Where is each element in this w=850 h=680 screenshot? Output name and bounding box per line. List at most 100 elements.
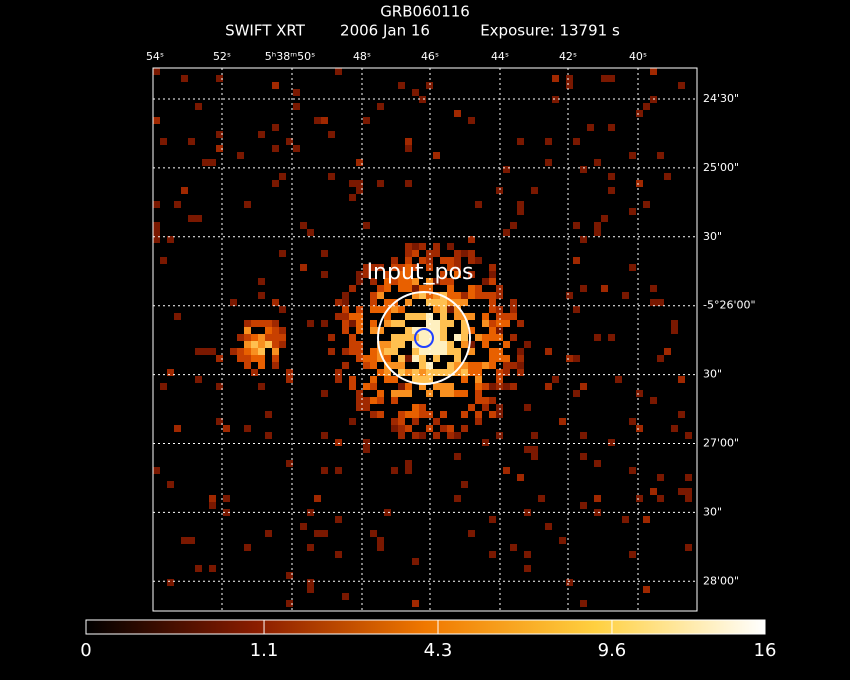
pixel <box>636 495 643 502</box>
pixel <box>412 376 419 383</box>
pixel <box>391 348 398 355</box>
pixel <box>482 278 489 285</box>
pixel <box>419 362 426 369</box>
pixel <box>643 103 650 110</box>
pixel <box>335 313 342 320</box>
pixel <box>398 425 405 432</box>
pixel <box>517 362 524 369</box>
pixel <box>398 334 405 341</box>
pixel <box>461 369 468 376</box>
pixel <box>461 327 468 334</box>
pixel <box>433 250 440 257</box>
pixel <box>636 390 643 397</box>
dec-label: 30" <box>703 368 722 381</box>
pixel <box>454 250 461 257</box>
pixel <box>342 593 349 600</box>
annotation: Input_pos <box>367 260 474 285</box>
pixel <box>454 299 461 306</box>
pixel <box>461 334 468 341</box>
pixel <box>251 355 258 362</box>
pixel <box>650 285 657 292</box>
colorbar-label: 16 <box>754 640 777 661</box>
pixel <box>195 215 202 222</box>
pixel <box>405 355 412 362</box>
pixel <box>342 327 349 334</box>
pixel <box>461 481 468 488</box>
pixel <box>377 264 384 271</box>
pixel <box>412 264 419 271</box>
pixel <box>503 313 510 320</box>
pixel <box>440 411 447 418</box>
pixel <box>510 313 517 320</box>
pixel <box>349 376 356 383</box>
pixel <box>489 411 496 418</box>
pixel <box>419 334 426 341</box>
pixel <box>447 320 454 327</box>
pixel <box>342 320 349 327</box>
pixel <box>475 292 482 299</box>
pixel <box>412 418 419 425</box>
pixel <box>321 390 328 397</box>
pixel <box>307 509 314 516</box>
pixel <box>461 376 468 383</box>
pixel <box>433 327 440 334</box>
pixel <box>454 432 461 439</box>
dec-label: 28'00" <box>703 574 739 587</box>
pixel <box>244 362 251 369</box>
pixel <box>265 432 272 439</box>
pixel <box>608 187 615 194</box>
pixel <box>419 292 426 299</box>
pixel <box>237 348 244 355</box>
pixel <box>419 341 426 348</box>
pixel <box>370 306 377 313</box>
pixel <box>615 376 622 383</box>
pixel <box>370 264 377 271</box>
pixel <box>503 320 510 327</box>
pixel <box>475 376 482 383</box>
pixel <box>370 355 377 362</box>
pixel <box>454 313 461 320</box>
pixel <box>342 306 349 313</box>
pixel <box>671 425 678 432</box>
pixel <box>258 341 265 348</box>
pixel <box>524 341 531 348</box>
pixel <box>391 425 398 432</box>
pixel <box>244 341 251 348</box>
pixel <box>482 362 489 369</box>
pixel <box>321 320 328 327</box>
pixel <box>279 334 286 341</box>
pixel <box>251 320 258 327</box>
pixel <box>244 348 251 355</box>
pixel <box>468 404 475 411</box>
pixel <box>426 313 433 320</box>
pixel <box>447 341 454 348</box>
pixel <box>419 376 426 383</box>
pixel <box>258 362 265 369</box>
pixel <box>412 285 419 292</box>
pixel <box>510 222 517 229</box>
pixel <box>433 292 440 299</box>
pixel <box>545 159 552 166</box>
pixel <box>412 369 419 376</box>
pixel <box>475 257 482 264</box>
dec-label: -5°26'00" <box>703 299 756 312</box>
pixel <box>314 117 321 124</box>
pixel <box>622 516 629 523</box>
dec-label: 30" <box>703 230 722 243</box>
pixel <box>272 334 279 341</box>
pixel <box>356 271 363 278</box>
pixel <box>195 103 202 110</box>
pixel <box>356 355 363 362</box>
pixel <box>153 222 160 229</box>
pixel <box>601 75 608 82</box>
ra-label: 46ˢ <box>421 50 439 63</box>
date: 2006 Jan 16 <box>340 22 430 40</box>
pixel <box>482 341 489 348</box>
pixel <box>363 264 370 271</box>
pixel <box>321 250 328 257</box>
pixel <box>426 292 433 299</box>
pixel <box>370 376 377 383</box>
pixel <box>405 145 412 152</box>
pixel <box>272 341 279 348</box>
pixel <box>678 376 685 383</box>
